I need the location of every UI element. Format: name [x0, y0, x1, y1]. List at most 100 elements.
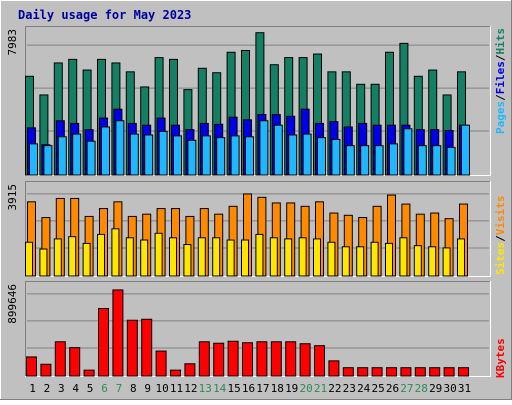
- bar-sites-day-20: [298, 237, 307, 277]
- bar-pages-day-29: [432, 145, 442, 176]
- bar-kbytes-day-23: [342, 367, 354, 377]
- bar-sites-day-19: [284, 238, 293, 277]
- bar-kbytes-day-31: [458, 367, 469, 377]
- x-tick-label-day-28: 28: [415, 382, 428, 395]
- bar-pages-day-25: [374, 145, 384, 176]
- bar-kbytes-day-3: [54, 341, 66, 377]
- x-tick-label-day-21: 21: [314, 382, 327, 395]
- bar-kbytes-day-19: [285, 341, 297, 377]
- x-tick-label-day-23: 23: [343, 382, 356, 395]
- bar-kbytes-day-11: [170, 369, 181, 377]
- x-tick-label-day-17: 17: [256, 382, 269, 395]
- bar-sites-day-1: [25, 241, 33, 277]
- x-tick-label-day-29: 29: [429, 382, 442, 395]
- bar-pages-day-8: [129, 133, 139, 176]
- legend-top: Pages/Files/Hits: [494, 28, 507, 134]
- bar-sites-day-27: [399, 237, 408, 277]
- bar-sites-day-25: [370, 241, 379, 277]
- bar-sites-day-4: [68, 236, 77, 277]
- x-tick-label-day-24: 24: [357, 382, 371, 395]
- bar-pages-day-3: [57, 136, 67, 176]
- legend-top-part-4: Hits: [494, 28, 507, 55]
- bar-kbytes-day-27: [400, 367, 412, 377]
- x-tick-label-day-1: 1: [29, 382, 36, 395]
- x-tick-label-day-6: 6: [101, 382, 108, 395]
- bar-kbytes-day-2: [40, 363, 52, 377]
- bar-kbytes-day-20: [299, 343, 311, 377]
- bar-kbytes-day-9: [141, 318, 153, 377]
- legend-top-part-3: /: [494, 54, 507, 61]
- legend-bottom: KBytes: [494, 338, 507, 378]
- bar-sites-day-16: [241, 239, 249, 277]
- chart-bars: [25, 32, 470, 377]
- y-max-label-middle: 3915: [6, 184, 19, 211]
- x-tick-label-day-2: 2: [44, 382, 51, 395]
- bar-kbytes-day-12: [184, 363, 196, 377]
- x-tick-label-day-25: 25: [371, 382, 384, 395]
- legend-bottom-part-0: KBytes: [494, 338, 507, 378]
- bar-pages-day-26: [389, 143, 398, 176]
- bar-sites-day-7: [111, 228, 120, 277]
- x-tick-label-day-3: 3: [58, 382, 65, 395]
- bar-pages-day-13: [201, 135, 211, 176]
- x-tick-label-day-22: 22: [328, 382, 341, 395]
- x-tick-label-day-5: 5: [87, 382, 94, 395]
- bar-kbytes-day-18: [270, 341, 282, 377]
- x-tick-label-day-8: 8: [130, 382, 137, 395]
- bar-pages-day-12: [187, 139, 197, 176]
- bar-sites-day-18: [269, 237, 278, 277]
- bar-pages-day-7: [115, 120, 125, 176]
- bar-kbytes-day-8: [126, 319, 138, 377]
- bar-sites-day-3: [53, 238, 62, 277]
- bar-sites-day-6: [97, 233, 105, 277]
- bar-sites-day-23: [341, 246, 350, 277]
- legend-top-part-0: Pages: [494, 101, 507, 134]
- x-tick-label-day-20: 20: [299, 382, 312, 395]
- x-tick-label-day-26: 26: [386, 382, 399, 395]
- bar-sites-day-14: [212, 237, 221, 277]
- bar-sites-day-26: [385, 242, 393, 277]
- bar-pages-day-31: [461, 124, 470, 176]
- x-tick-label-day-11: 11: [170, 382, 183, 395]
- bar-sites-day-17: [255, 233, 264, 277]
- bar-sites-day-12: [183, 244, 192, 277]
- x-axis-tick-labels: 1 2 3 4 5 6 7 8 9 10 11 12 13 14 15 16 17 18 19 20 21 22 23 24 2…: [29, 382, 471, 395]
- x-tick-label-day-13: 13: [199, 382, 212, 395]
- bar-pages-day-17: [259, 120, 269, 176]
- x-tick-label-day-19: 19: [285, 382, 298, 395]
- x-tick-label-day-7: 7: [116, 382, 123, 395]
- bar-kbytes-day-13: [198, 341, 210, 377]
- bar-kbytes-day-7: [112, 289, 124, 377]
- x-tick-label-day-15: 15: [227, 382, 240, 395]
- bar-kbytes-day-29: [429, 367, 441, 377]
- bar-pages-day-1: [29, 143, 38, 176]
- bar-sites-day-29: [428, 246, 437, 277]
- bar-kbytes-day-1: [26, 356, 37, 377]
- bar-sites-day-21: [313, 238, 321, 277]
- bar-pages-day-9: [144, 134, 154, 176]
- bar-kbytes-day-15: [227, 340, 239, 377]
- bar-kbytes-day-6: [98, 308, 109, 377]
- bar-sites-day-8: [125, 237, 134, 277]
- bar-kbytes-day-5: [83, 369, 95, 377]
- x-tick-label-day-9: 9: [144, 382, 151, 395]
- bar-pages-day-20: [302, 133, 312, 176]
- bar-kbytes-day-10: [155, 350, 167, 377]
- legend-middle-part-2: Visits: [494, 196, 507, 236]
- bar-kbytes-day-4: [69, 347, 81, 377]
- bar-pages-day-4: [72, 133, 82, 176]
- bar-pages-day-27: [403, 128, 413, 176]
- legend-top-part-1: /: [494, 94, 507, 101]
- bar-kbytes-day-16: [242, 342, 253, 377]
- x-tick-label-day-10: 10: [155, 382, 168, 395]
- bar-kbytes-day-28: [414, 367, 426, 377]
- x-tick-label-day-16: 16: [242, 382, 255, 395]
- bar-kbytes-day-22: [328, 360, 340, 377]
- bar-pages-day-11: [173, 135, 182, 176]
- y-max-label-bottom: 899646: [6, 284, 19, 324]
- x-tick-label-day-30: 30: [443, 382, 456, 395]
- bar-sites-day-24: [356, 246, 365, 277]
- x-tick-label-day-18: 18: [271, 382, 284, 395]
